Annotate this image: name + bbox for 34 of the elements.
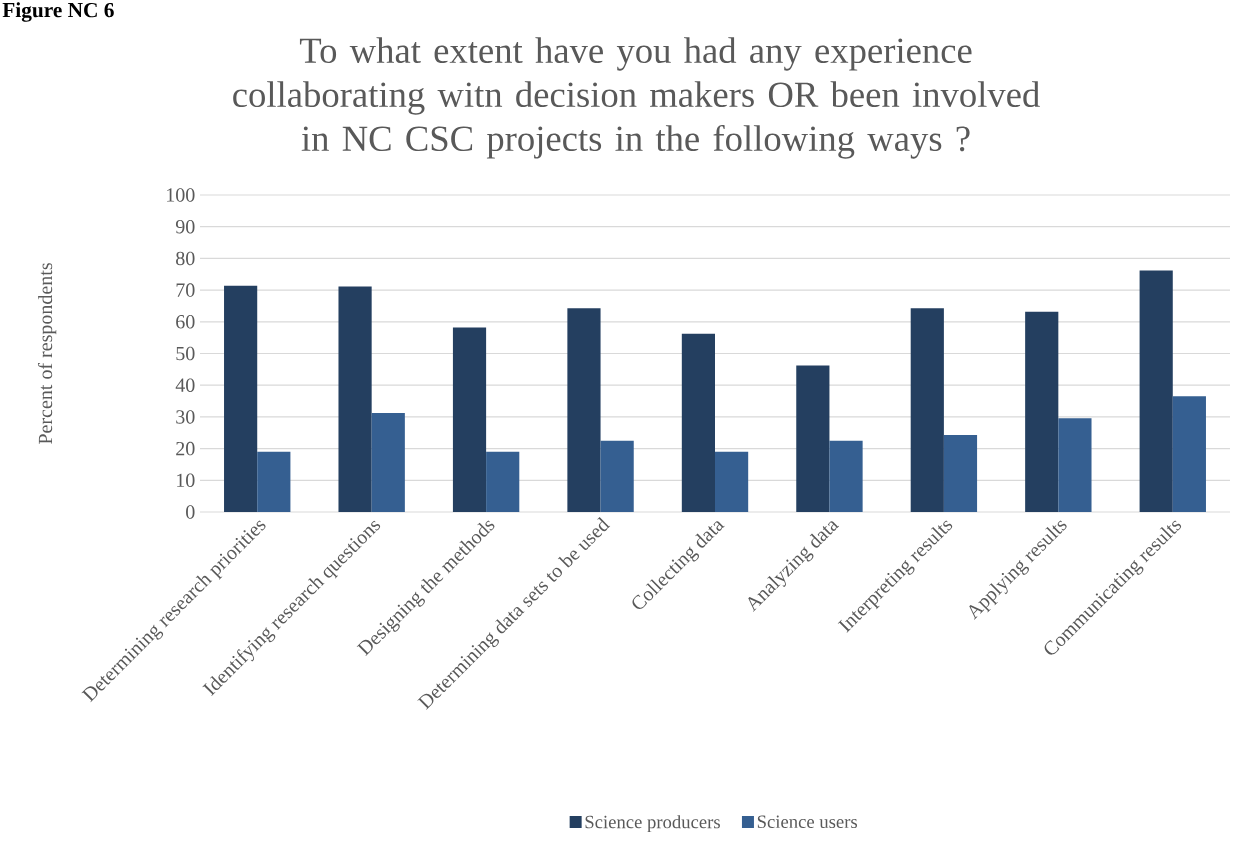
y-tick-label: 50 bbox=[176, 346, 195, 361]
bar bbox=[943, 434, 978, 512]
y-tick-label: 90 bbox=[175, 219, 195, 234]
y-tick-label: 100 bbox=[167, 188, 195, 202]
bar bbox=[796, 365, 830, 512]
y-tick-label: 40 bbox=[175, 378, 195, 392]
chart-title: To what extent have you had any experience collaborating witn decision makers OR been involved in NC CSC projects in the following ways ? bbox=[233, 37, 1040, 159]
y-tick-label: 30 bbox=[176, 410, 195, 424]
y-tick-label: 60 bbox=[176, 315, 195, 329]
bar bbox=[681, 333, 715, 512]
legend-label: Science users bbox=[757, 815, 857, 829]
bar bbox=[910, 308, 944, 512]
bar bbox=[1172, 396, 1206, 512]
text: Figure NC 6 bbox=[2, 2, 114, 22]
bar bbox=[224, 285, 258, 512]
bar bbox=[257, 451, 291, 512]
bar bbox=[1058, 418, 1092, 512]
bar bbox=[1025, 311, 1059, 512]
y-tick-label: 20 bbox=[176, 441, 195, 456]
y-tick-label: 80 bbox=[176, 251, 195, 266]
bar bbox=[1139, 270, 1173, 512]
y-tick-label: 0 bbox=[186, 505, 195, 519]
bar bbox=[452, 327, 487, 512]
bar bbox=[486, 451, 520, 512]
bar bbox=[371, 413, 405, 512]
y-tick-label: 10 bbox=[177, 473, 195, 488]
bar bbox=[715, 451, 749, 512]
bar bbox=[600, 440, 634, 512]
y-axis-title: Percent of respondents bbox=[37, 263, 57, 444]
bar bbox=[567, 308, 601, 512]
y-tick-label: 70 bbox=[176, 283, 195, 297]
legend-label: Science producers bbox=[585, 815, 720, 833]
bar bbox=[338, 286, 372, 512]
bar bbox=[829, 440, 863, 512]
